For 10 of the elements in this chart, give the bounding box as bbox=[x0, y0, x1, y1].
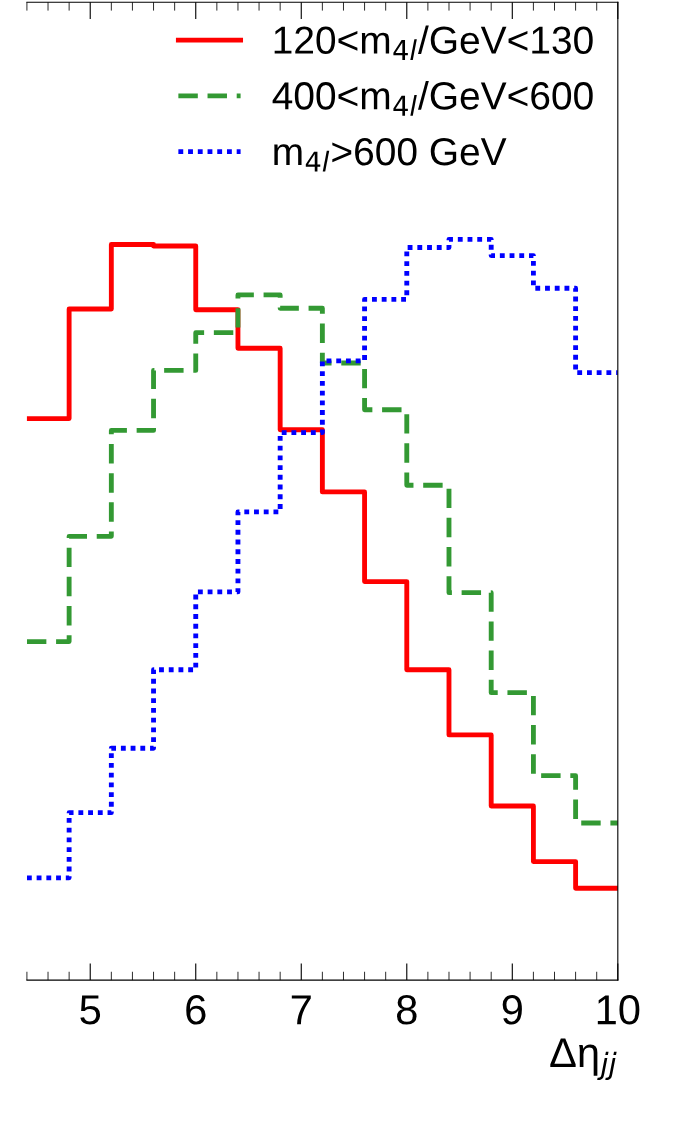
x-tick-label: 5 bbox=[80, 995, 101, 1025]
x-tick-label: 10 bbox=[597, 995, 640, 1025]
legend-label: 400<m$_{4l}$/GeV<600 bbox=[272, 81, 593, 116]
x-tick-label: 8 bbox=[397, 995, 417, 1025]
legend-label: m$_{4l}$>600 GeV bbox=[274, 137, 507, 172]
x-tick-label: 9 bbox=[502, 995, 522, 1025]
x-tick-label: 6 bbox=[186, 995, 206, 1025]
legend-label: 120<m$_{4l}$/GeV<130 bbox=[274, 25, 593, 60]
x-axis-title: Δη$_{jj}$ bbox=[550, 1038, 617, 1080]
x-tick-label: 7 bbox=[291, 995, 311, 1025]
